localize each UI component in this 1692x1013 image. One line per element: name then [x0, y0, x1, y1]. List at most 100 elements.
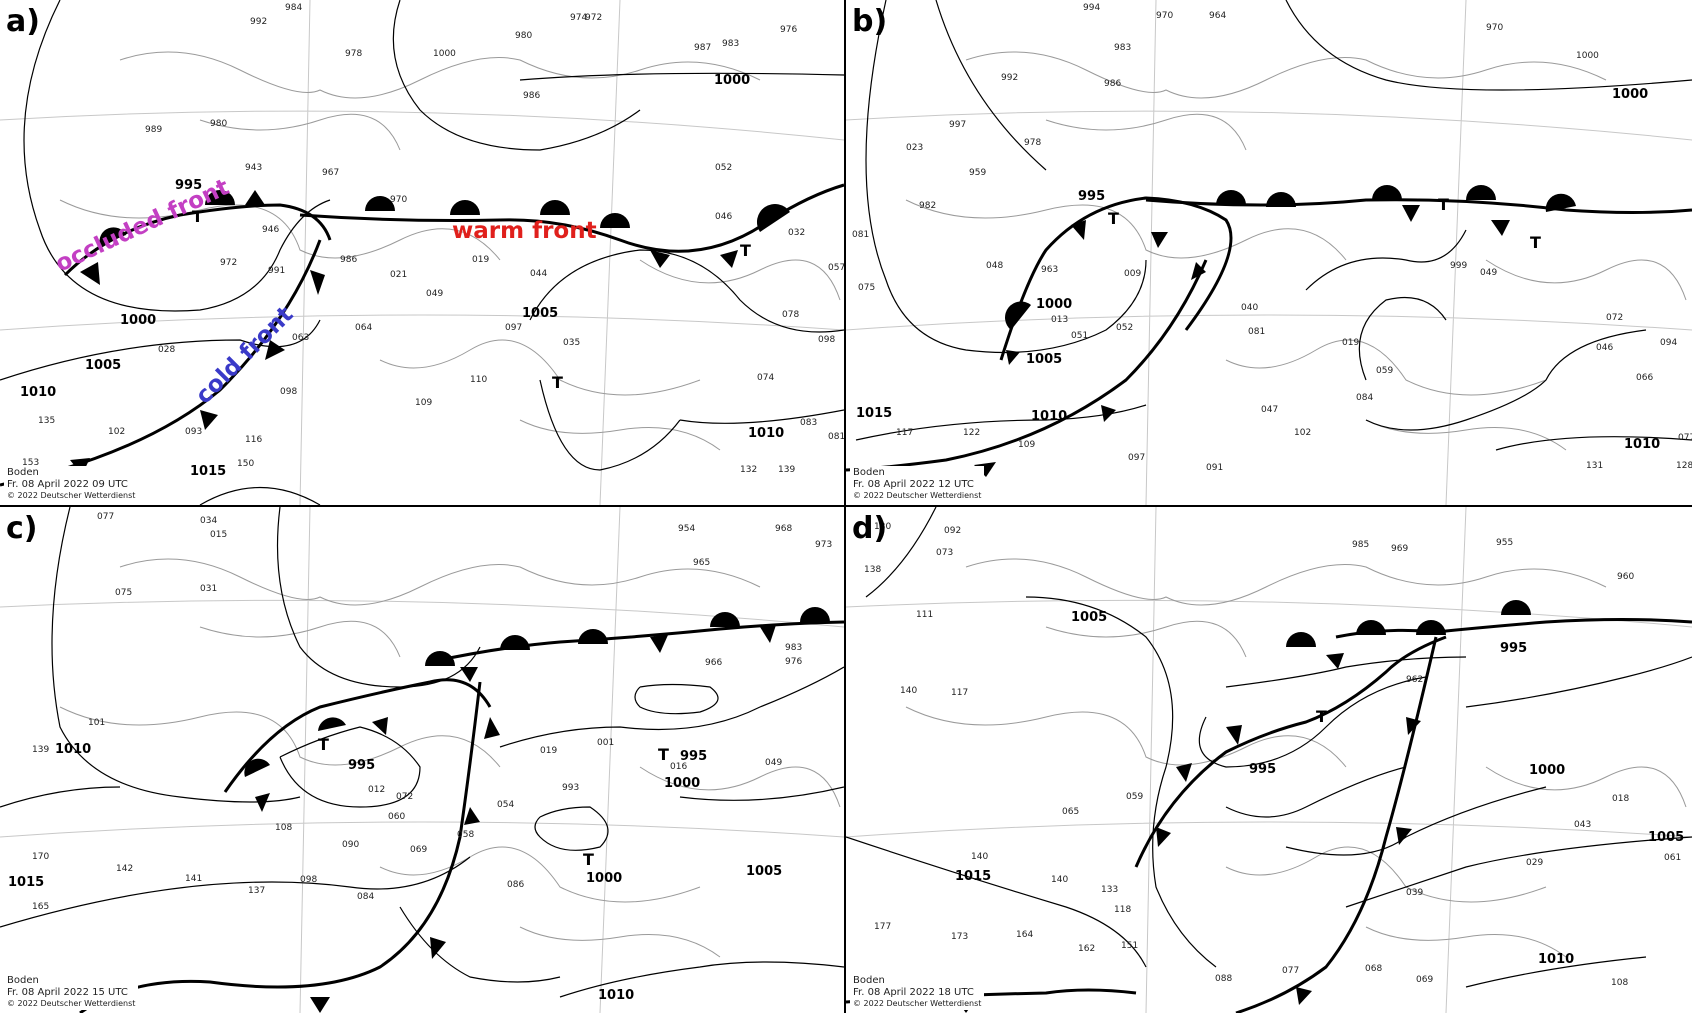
svg-text:098: 098 — [300, 875, 317, 885]
svg-text:102: 102 — [1294, 428, 1311, 438]
cold-front-a — [0, 239, 322, 487]
isobar-label: 1010 — [1624, 437, 1660, 452]
svg-text:978: 978 — [1024, 138, 1041, 148]
isobar-label: 1015 — [190, 464, 226, 479]
svg-text:1000: 1000 — [1576, 51, 1599, 61]
panel-label-b: b) — [852, 4, 888, 39]
annotation-warm-front: warm front — [452, 218, 597, 244]
svg-text:992: 992 — [250, 17, 267, 27]
svg-text:986: 986 — [1104, 79, 1121, 89]
svg-text:946: 946 — [262, 225, 279, 235]
svg-text:044: 044 — [530, 269, 547, 279]
front-symbols-a — [70, 190, 790, 475]
svg-text:028: 028 — [158, 345, 175, 355]
footer-location: Boden — [853, 975, 885, 986]
isobar-label: 1000 — [714, 73, 750, 88]
svg-text:094: 094 — [1660, 338, 1677, 348]
svg-text:032: 032 — [788, 228, 805, 238]
svg-text:173: 173 — [951, 932, 968, 942]
svg-text:983: 983 — [722, 39, 739, 49]
svg-text:133: 133 — [1101, 885, 1118, 895]
station-readings-a: 984 992 978 980 1000 986 974 972 987 983… — [22, 3, 844, 475]
svg-text:131: 131 — [1586, 461, 1603, 471]
low-pressure-center: T — [552, 373, 563, 392]
svg-text:081: 081 — [1248, 327, 1265, 337]
svg-text:001: 001 — [597, 738, 614, 748]
svg-text:018: 018 — [1612, 794, 1629, 804]
isobar-label: 1010 — [20, 385, 56, 400]
station-readings-b: 994 983 970 964 970 1000 992 986 978 959… — [852, 3, 1692, 473]
svg-text:970: 970 — [390, 195, 407, 205]
svg-text:973: 973 — [815, 540, 832, 550]
isobar-label: 1000 — [120, 313, 156, 328]
isobar-label: 1005 — [1648, 830, 1684, 845]
occluded-front-b — [999, 196, 1233, 361]
svg-text:093: 093 — [185, 427, 202, 437]
svg-text:081: 081 — [828, 432, 844, 442]
svg-text:109: 109 — [415, 398, 432, 408]
map-canvas-b: 995 1000 1005 1010 1015 1000 1010 T T T … — [846, 0, 1692, 505]
svg-text:122: 122 — [963, 428, 980, 438]
svg-text:111: 111 — [916, 610, 933, 620]
map-canvas-d: 1005 995 995 1000 1005 1010 1015 T 130 0… — [846, 507, 1692, 1013]
isobar-label: 1010 — [1538, 952, 1574, 967]
svg-text:077: 077 — [1678, 433, 1692, 443]
svg-text:019: 019 — [1342, 338, 1359, 348]
svg-text:084: 084 — [1356, 393, 1373, 403]
svg-text:092: 092 — [944, 526, 961, 536]
svg-text:116: 116 — [245, 435, 262, 445]
svg-text:130: 130 — [874, 522, 891, 532]
svg-text:015: 015 — [210, 530, 227, 540]
map-footer-c: Boden Fr. 08 April 2022 15 UTC © 2022 De… — [4, 974, 139, 1010]
svg-text:051: 051 — [1071, 331, 1088, 341]
svg-text:016: 016 — [670, 762, 687, 772]
svg-text:994: 994 — [1083, 3, 1100, 13]
front-symbols-c — [244, 607, 830, 1013]
svg-text:139: 139 — [778, 465, 795, 475]
map-canvas-c: 995 995 1000 1000 1005 1010 1010 1015 T … — [0, 507, 844, 1013]
svg-text:997: 997 — [949, 120, 966, 130]
svg-text:962: 962 — [1406, 675, 1423, 685]
occluded-front-c — [223, 678, 492, 793]
svg-text:029: 029 — [1526, 858, 1543, 868]
svg-text:1000: 1000 — [433, 49, 456, 59]
isobar-label: 1015 — [856, 406, 892, 421]
svg-text:151: 151 — [1121, 941, 1138, 951]
low-pressure-center: T — [656, 631, 667, 650]
svg-text:162: 162 — [1078, 944, 1095, 954]
footer-location: Boden — [853, 467, 885, 478]
svg-text:069: 069 — [410, 845, 427, 855]
footer-copyright: © 2022 Deutscher Wetterdienst — [853, 999, 982, 1008]
svg-text:073: 073 — [936, 548, 953, 558]
svg-text:077: 077 — [97, 512, 114, 522]
svg-text:091: 091 — [1206, 463, 1223, 473]
map-footer-a: Boden Fr. 08 April 2022 09 UTC © 2022 De… — [4, 466, 139, 502]
svg-text:972: 972 — [220, 258, 237, 268]
svg-text:976: 976 — [785, 657, 802, 667]
panel-label-d: d) — [852, 511, 888, 546]
low-pressure-center: T — [1108, 209, 1119, 228]
svg-text:060: 060 — [388, 812, 405, 822]
svg-text:117: 117 — [951, 688, 968, 698]
svg-text:047: 047 — [1261, 405, 1278, 415]
footer-copyright: © 2022 Deutscher Wetterdienst — [853, 491, 982, 500]
isobar-label: 1010 — [598, 988, 634, 1003]
svg-text:117: 117 — [896, 428, 913, 438]
svg-text:140: 140 — [1051, 875, 1068, 885]
svg-text:999: 999 — [1450, 261, 1467, 271]
low-pressure-center: T — [740, 241, 751, 260]
isobar-label: 1015 — [955, 869, 991, 884]
isobar-label: 995 — [680, 749, 707, 764]
weather-map-panel-b: 995 1000 1005 1010 1015 1000 1010 T T T … — [846, 0, 1692, 507]
svg-text:101: 101 — [88, 718, 105, 728]
footer-copyright: © 2022 Deutscher Wetterdienst — [7, 999, 136, 1008]
isobar-label: 1005 — [1026, 352, 1062, 367]
svg-text:074: 074 — [757, 373, 774, 383]
svg-text:142: 142 — [116, 864, 133, 874]
warm-front-b — [1145, 198, 1692, 214]
svg-text:081: 081 — [852, 230, 869, 240]
footer-location: Boden — [7, 975, 39, 986]
svg-text:128: 128 — [1676, 461, 1692, 471]
svg-text:170: 170 — [32, 852, 49, 862]
svg-text:086: 086 — [507, 880, 524, 890]
